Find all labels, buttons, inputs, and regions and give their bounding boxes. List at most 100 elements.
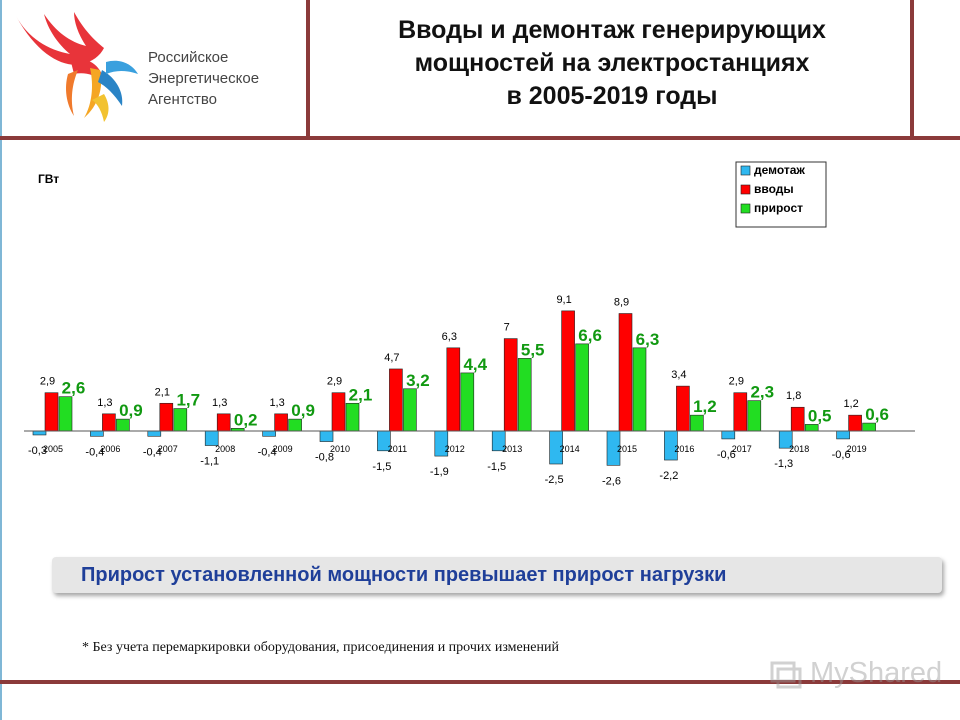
legend-label-demontazh: демотаж	[754, 163, 805, 177]
bar-prirost-2016	[690, 414, 704, 432]
bar-demontazh-2009	[262, 430, 276, 437]
bar-vvody-2011	[389, 368, 403, 432]
x-tick-label-2006: 2006	[100, 444, 120, 454]
x-tick-label-2014: 2014	[560, 444, 580, 454]
data-label-vvody-2018: 1,8	[786, 390, 801, 402]
bar-vvody-2015	[618, 313, 633, 432]
bar-vvody-2005	[44, 392, 59, 432]
data-label-vvody-2005: 2,9	[40, 376, 55, 388]
data-label-demontazh-2016: -2,2	[659, 470, 678, 482]
data-label-demontazh-2010: -0,8	[315, 452, 334, 464]
logo-text: Российское Энергетическое Агентство	[148, 47, 259, 110]
data-label-prirost-2013: 5,5	[521, 340, 545, 359]
data-label-demontazh-2015: -2,6	[602, 475, 621, 487]
data-label-demontazh-2012: -1,9	[430, 466, 449, 478]
bar-prirost-2005	[58, 396, 73, 432]
logo-line-3: Агентство	[148, 91, 217, 108]
bar-demontazh-2007	[147, 430, 162, 437]
data-label-vvody-2010: 2,9	[327, 376, 342, 388]
x-tick-label-2016: 2016	[674, 444, 694, 454]
data-label-demontazh-2011: -1,5	[372, 461, 391, 473]
data-label-vvody-2007: 2,1	[155, 386, 170, 398]
data-label-demontazh-2006: -0,4	[85, 446, 104, 458]
logo-line-1: Российское	[148, 49, 229, 66]
bar-vvody-2014	[561, 310, 575, 432]
header-bottom-rule	[0, 136, 960, 140]
x-tick-label-2011: 2011	[388, 444, 407, 454]
watermark-text: MyShared	[810, 657, 943, 689]
x-tick-label-2012: 2012	[445, 444, 465, 454]
data-label-prirost-2016: 1,2	[693, 397, 717, 416]
data-label-demontazh-2019: -0,6	[832, 449, 851, 461]
page-title: Вводы и демонтаж генерирующих мощностей …	[312, 14, 912, 113]
footer-rule	[0, 680, 960, 684]
data-label-vvody-2019: 1,2	[843, 398, 858, 410]
title-line-3: в 2005-2019 годы	[506, 82, 718, 110]
phoenix-logo-icon	[16, 12, 138, 122]
bar-vvody-2008	[216, 413, 231, 432]
bar-prirost-2014	[575, 343, 589, 432]
data-label-vvody-2008: 1,3	[212, 397, 227, 409]
legend-swatch-demontazh	[740, 165, 751, 176]
data-label-vvody-2012: 6,3	[442, 331, 457, 343]
y-axis-unit-label: ГВт	[38, 172, 59, 186]
bar-demontazh-2010	[319, 430, 334, 442]
data-label-prirost-2005: 2,6	[62, 379, 86, 398]
legend-swatch-prirost	[740, 203, 751, 214]
conclusion-banner: Прирост установленной мощности превышает…	[52, 557, 942, 593]
data-label-prirost-2008: 0,2	[234, 410, 258, 429]
banner-text: Прирост установленной мощности превышает…	[81, 564, 727, 586]
header-divider-left	[306, 0, 310, 138]
bar-prirost-2015	[632, 347, 647, 432]
title-line-2: мощностей на электростанциях	[414, 49, 810, 77]
legend-label-prirost: прирост	[754, 201, 803, 215]
x-tick-label-2007: 2007	[158, 444, 178, 454]
data-label-prirost-2012: 4,4	[463, 355, 487, 374]
bar-vvody-2007	[159, 402, 174, 432]
data-label-demontazh-2005: -0,3	[28, 445, 47, 457]
data-label-prirost-2015: 6,3	[636, 330, 660, 349]
data-label-demontazh-2013: -1,5	[487, 461, 506, 473]
bar-vvody-2018	[790, 406, 805, 432]
bar-vvody-2009	[274, 413, 288, 432]
logo-line-2: Энергетическое	[148, 70, 260, 87]
x-tick-label-2013: 2013	[502, 444, 522, 454]
watermark-icon	[770, 661, 802, 689]
bar-prirost-2013	[517, 358, 532, 432]
data-label-prirost-2019: 0,6	[865, 405, 889, 424]
x-tick-label-2019: 2019	[847, 444, 867, 454]
data-label-prirost-2011: 3,2	[406, 371, 430, 390]
data-label-demontazh-2007: -0,4	[143, 446, 162, 458]
data-label-prirost-2017: 2,3	[750, 383, 774, 402]
bar-vvody-2010	[331, 392, 346, 432]
bar-vvody-2006	[102, 413, 116, 432]
data-label-demontazh-2014: -2,5	[545, 474, 564, 486]
x-tick-label-2008: 2008	[215, 444, 235, 454]
header: Российское Энергетическое Агентство Ввод…	[0, 0, 960, 138]
footnote: * Без учета перемаркировки оборудования,…	[82, 640, 559, 655]
bar-prirost-2017	[747, 400, 762, 432]
data-label-demontazh-2017: -0,6	[717, 449, 736, 461]
watermark: MyShared	[768, 655, 942, 695]
left-frame-line	[0, 0, 2, 720]
data-label-vvody-2013: 7	[504, 322, 510, 334]
bar-vvody-2016	[676, 385, 690, 432]
bar-demontazh-2019	[836, 430, 850, 440]
bar-demontazh-2006	[90, 430, 104, 437]
bar-prirost-2007	[173, 408, 188, 432]
data-label-demontazh-2009: -0,4	[258, 446, 277, 458]
bar-vvody-2017	[733, 392, 748, 432]
data-label-demontazh-2008: -1,1	[200, 456, 219, 468]
bar-vvody-2012	[446, 347, 461, 432]
data-label-prirost-2010: 2,1	[349, 385, 373, 404]
x-tick-label-2010: 2010	[330, 444, 350, 454]
logo	[8, 8, 308, 133]
data-label-prirost-2006: 0,9	[119, 401, 143, 420]
data-label-prirost-2007: 1,7	[176, 391, 200, 410]
data-label-vvody-2011: 4,7	[384, 352, 399, 364]
data-label-vvody-2009: 1,3	[269, 397, 284, 409]
data-label-demontazh-2018: -1,3	[774, 458, 793, 470]
data-label-vvody-2006: 1,3	[97, 397, 112, 409]
bar-prirost-2012	[460, 372, 475, 432]
